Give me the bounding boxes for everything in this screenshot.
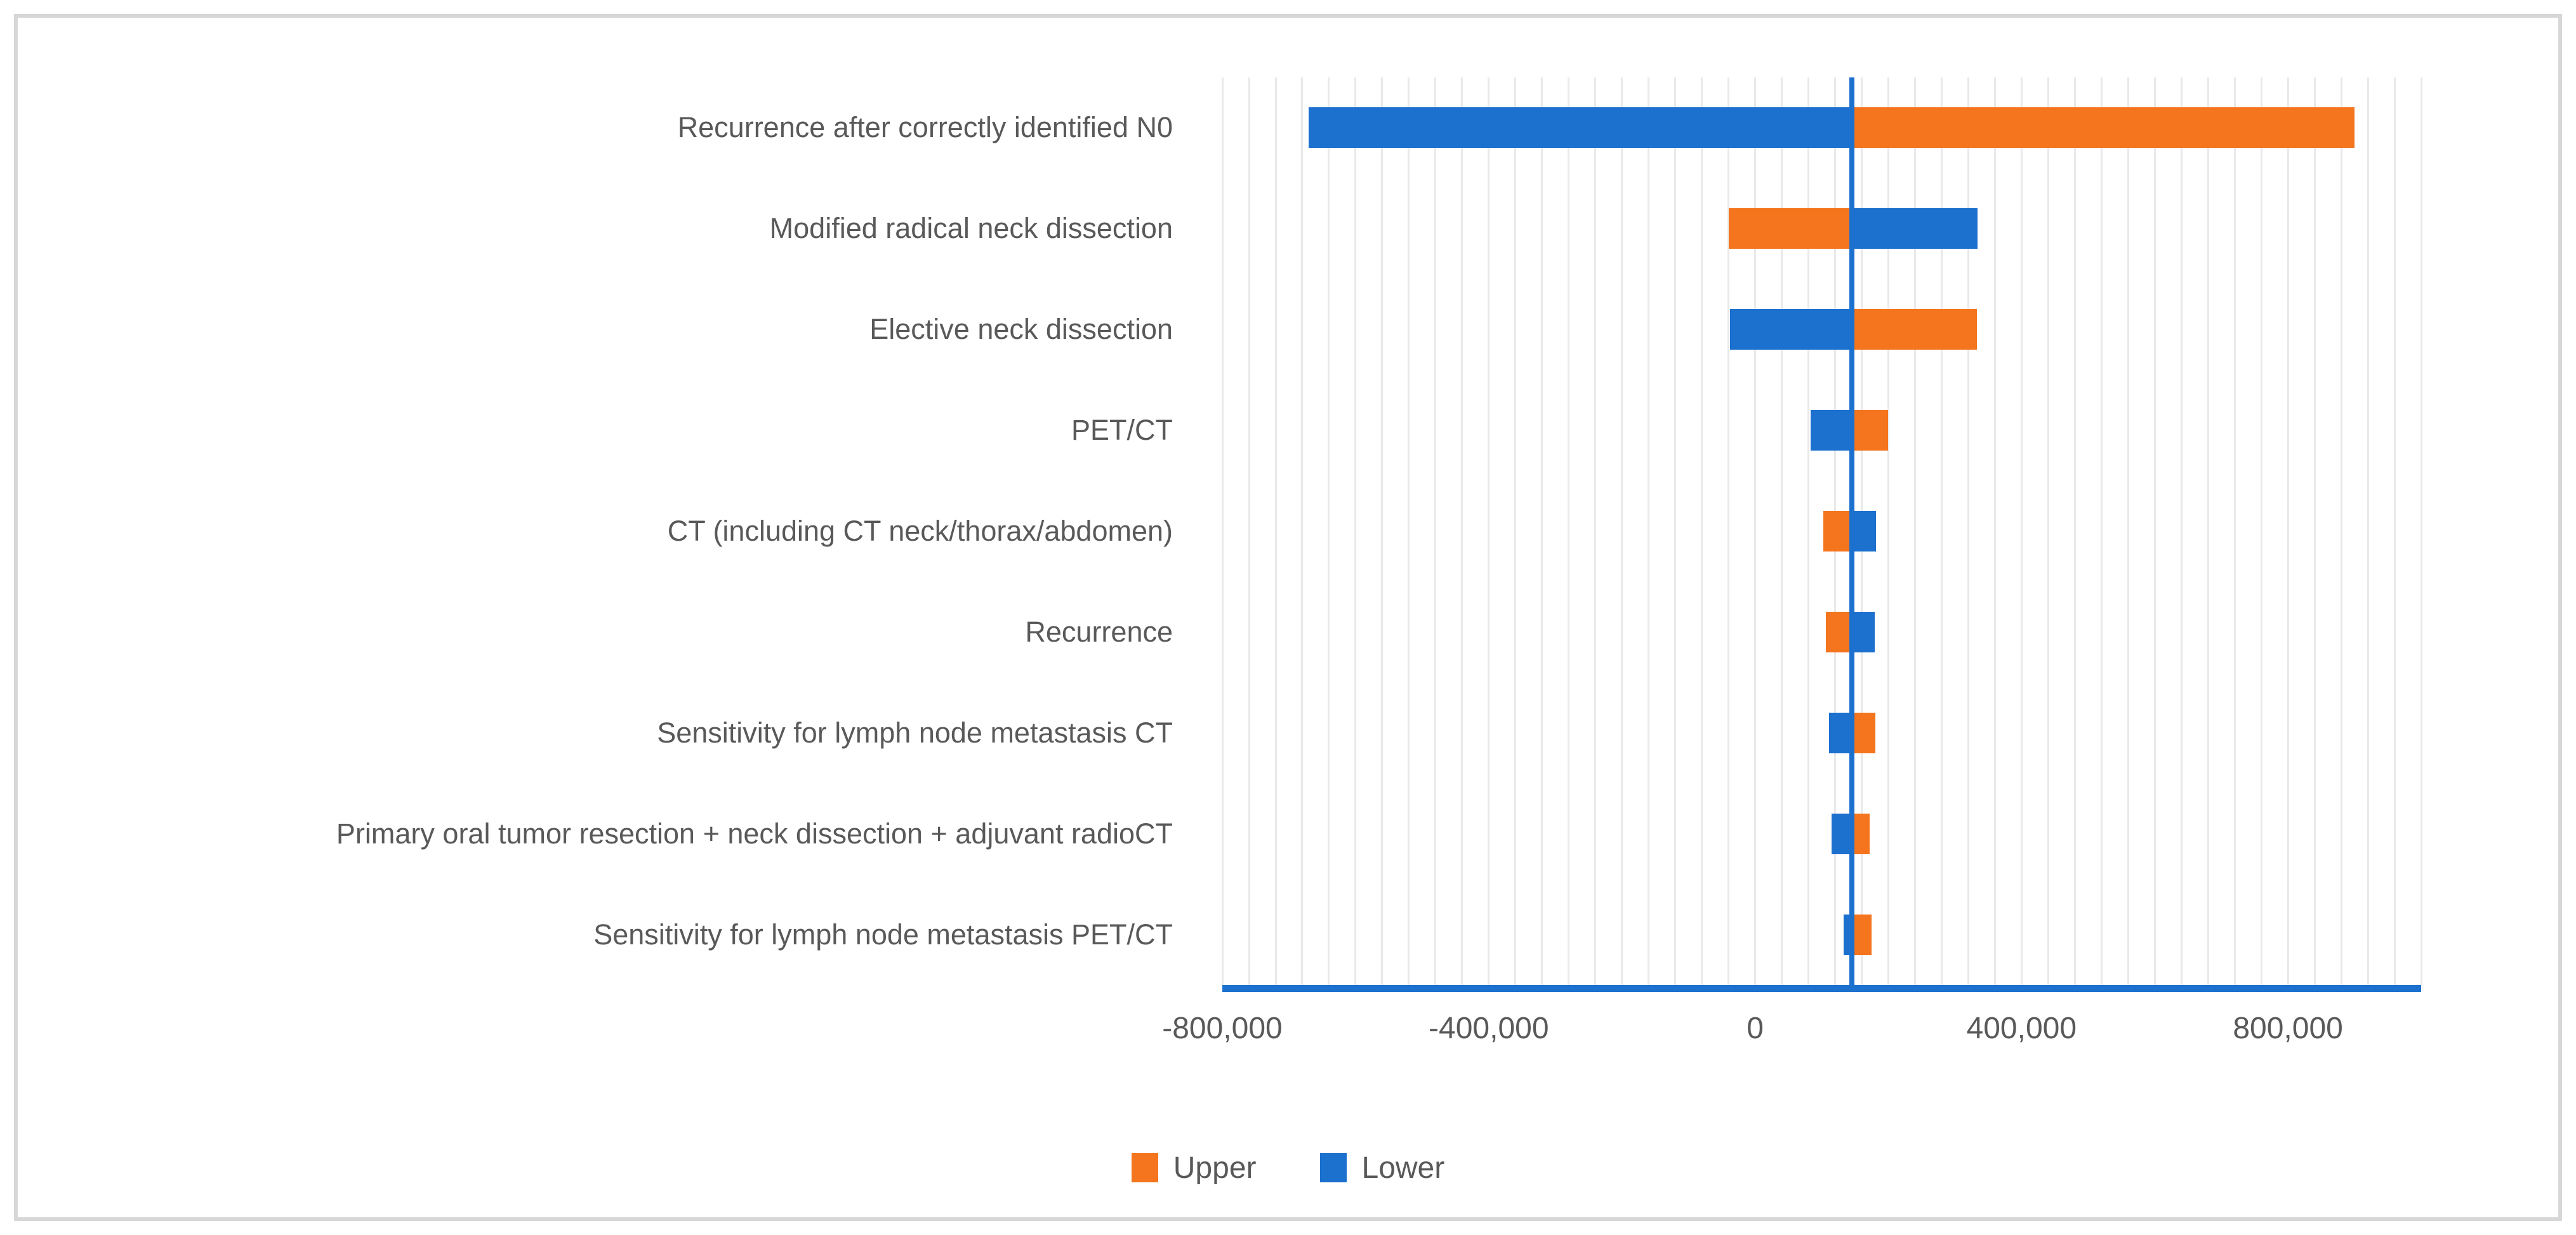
minor-gridline xyxy=(1727,77,1730,985)
minor-gridline xyxy=(2207,77,2209,985)
minor-gridline xyxy=(2393,77,2396,985)
baseline-axis-line xyxy=(1849,77,1854,985)
minor-gridline xyxy=(2153,77,2156,985)
minor-gridline xyxy=(2047,77,2049,985)
category-label: PET/CT xyxy=(1071,414,1173,447)
minor-gridline xyxy=(1940,77,1943,985)
x-tick-label: 0 xyxy=(1747,1012,1764,1045)
minor-gridline xyxy=(1354,77,1357,985)
x-tick-label: -400,000 xyxy=(1429,1012,1549,1045)
legend-swatch-upper xyxy=(1131,1153,1158,1182)
minor-gridline xyxy=(1993,77,1996,985)
minor-gridline xyxy=(1967,77,1969,985)
minor-gridline xyxy=(2367,77,2369,985)
bar-upper-6 xyxy=(1851,712,1876,753)
minor-gridline xyxy=(1781,77,1783,985)
legend-item-upper: Upper xyxy=(1131,1151,1257,1185)
bar-lower-6 xyxy=(1829,712,1852,753)
bar-lower-1 xyxy=(1851,208,1978,249)
bar-upper-3 xyxy=(1851,410,1889,451)
minor-gridline xyxy=(1674,77,1677,985)
bar-upper-0 xyxy=(1851,107,2355,149)
minor-gridline xyxy=(2233,77,2236,985)
minor-gridline xyxy=(1434,77,1437,985)
bar-lower-5 xyxy=(1851,611,1875,652)
minor-gridline xyxy=(2313,77,2316,985)
bar-lower-7 xyxy=(1832,813,1852,854)
x-tick-label: 800,000 xyxy=(2233,1012,2343,1045)
category-label: Modified radical neck dissection xyxy=(769,212,1173,245)
bar-upper-1 xyxy=(1728,208,1852,249)
minor-gridline xyxy=(1408,77,1410,985)
minor-gridline xyxy=(1301,77,1304,985)
legend-item-lower: Lower xyxy=(1319,1151,1445,1185)
bar-upper-2 xyxy=(1851,309,1977,350)
minor-gridline xyxy=(2180,77,2183,985)
category-label: Elective neck dissection xyxy=(869,313,1173,346)
minor-gridline xyxy=(1807,77,1809,985)
legend: Upper Lower xyxy=(0,1139,2576,1196)
category-label: Sensitivity for lymph node metastasis PE… xyxy=(593,918,1173,951)
legend-label: Lower xyxy=(1361,1151,1445,1185)
x-tick-label: -800,000 xyxy=(1162,1012,1283,1045)
bar-lower-4 xyxy=(1851,511,1877,551)
minor-gridline xyxy=(2020,77,2023,985)
legend-swatch-lower xyxy=(1319,1153,1347,1182)
minor-gridline xyxy=(1913,77,1916,985)
minor-gridline xyxy=(1514,77,1517,985)
minor-gridline xyxy=(1274,77,1277,985)
minor-gridline xyxy=(1461,77,1463,985)
category-label: CT (including CT neck/thorax/abdomen) xyxy=(667,515,1173,547)
minor-gridline xyxy=(2073,77,2076,985)
minor-gridline xyxy=(2260,77,2262,985)
minor-gridline xyxy=(1221,77,1224,985)
minor-gridline xyxy=(1488,77,1490,985)
minor-gridline xyxy=(1754,77,1757,985)
bar-upper-4 xyxy=(1823,511,1852,551)
minor-gridline xyxy=(2127,77,2129,985)
bar-lower-2 xyxy=(1729,309,1852,350)
minor-gridline xyxy=(1701,77,1703,985)
bar-upper-7 xyxy=(1851,813,1870,854)
category-label: Primary oral tumor resection + neck diss… xyxy=(336,817,1173,850)
bar-lower-0 xyxy=(1309,107,1852,149)
legend-label: Upper xyxy=(1173,1151,1257,1185)
x-tick-label: 400,000 xyxy=(1966,1012,2077,1045)
bar-upper-5 xyxy=(1825,611,1852,652)
minor-gridline xyxy=(1594,77,1597,985)
minor-gridline xyxy=(2420,77,2422,985)
category-label: Recurrence after correctly identified N0 xyxy=(677,111,1173,144)
minor-gridline xyxy=(1248,77,1250,985)
minor-gridline xyxy=(1328,77,1330,985)
minor-gridline xyxy=(2100,77,2103,985)
minor-gridline xyxy=(1568,77,1570,985)
minor-gridline xyxy=(2340,77,2342,985)
minor-gridline xyxy=(1648,77,1650,985)
bar-upper-8 xyxy=(1851,914,1872,955)
minor-gridline xyxy=(1621,77,1623,985)
minor-gridline xyxy=(1887,77,1889,985)
category-label: Sensitivity for lymph node metastasis CT xyxy=(657,716,1173,749)
minor-gridline xyxy=(1381,77,1384,985)
minor-gridline xyxy=(2287,77,2289,985)
category-label: Recurrence xyxy=(1025,615,1173,648)
bar-lower-3 xyxy=(1810,410,1852,451)
x-axis-line xyxy=(1222,985,2421,992)
minor-gridline xyxy=(1541,77,1543,985)
